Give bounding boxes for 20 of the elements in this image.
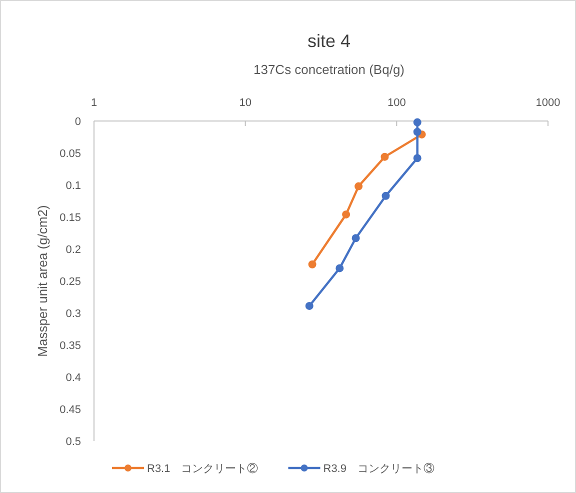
x-axis-title: 137Cs concetration (Bq/g) [253,62,405,77]
y-tick-label: 0.25 [60,276,81,288]
legend-label: R3.1 コンクリート② [147,462,258,475]
x-tick-label: 1 [90,97,98,109]
legend-label: R3.9 コンクリート③ [323,462,434,475]
y-tick-label: 0.4 [66,372,81,384]
y-tick-label: 0.05 [60,148,81,160]
chart-title: site 4 [307,31,351,51]
y-tick-label: 0.35 [60,340,81,352]
y-axis-title: Massper unit area (g/cm2) [35,205,50,357]
y-tick-label: 0.15 [60,212,81,224]
y-tick-label: 0.5 [66,436,81,448]
x-tick-label: 10 [239,97,252,109]
y-tick-label: 0.3 [66,308,81,320]
y-tick-label: 0.1 [66,180,81,192]
y-tick-label: 0 [74,116,81,128]
x-tick-label: 1000 [536,97,560,109]
y-tick-label: 0.45 [60,404,81,416]
x-tick-label: 100 [387,97,406,109]
y-tick-label: 0.2 [66,244,81,256]
